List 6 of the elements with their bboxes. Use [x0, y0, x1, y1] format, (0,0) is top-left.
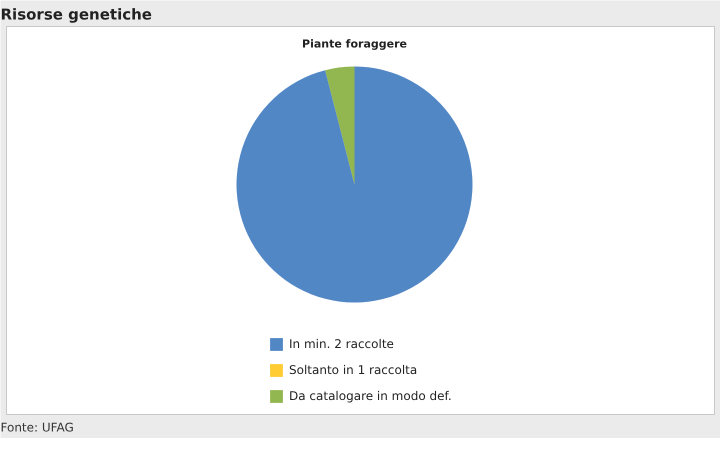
legend-label: In min. 2 raccolte: [289, 337, 394, 351]
legend-label: Da catalogare in modo def.: [289, 389, 452, 403]
chart-subtitle: Piante foraggere: [302, 38, 407, 50]
text: Risorse genetiche: [0, 6, 152, 24]
source-note: Fonte: UFAG: [0, 420, 74, 434]
legend-label: Soltanto in 1 raccolta: [289, 363, 418, 377]
